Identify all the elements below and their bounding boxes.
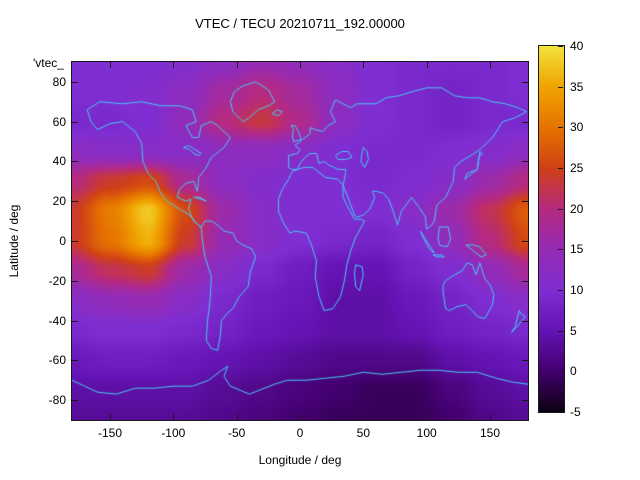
y-tick-label: -80 (48, 393, 66, 408)
colorbar-gradient (539, 46, 564, 412)
tick-mark (522, 280, 528, 282)
tick-mark (236, 414, 238, 420)
tick-mark (173, 62, 175, 68)
colorbar-tick-label: 30 (570, 120, 584, 135)
tick-mark (522, 161, 528, 163)
heatmap-plot-area (71, 61, 529, 421)
tick-mark (110, 414, 111, 420)
colorbar-tick-label: 0 (570, 364, 577, 379)
vtec-heatmap-canvas (72, 62, 528, 420)
tick-mark (72, 241, 78, 242)
tick-mark (72, 320, 78, 322)
x-tick-label: 150 (479, 426, 501, 440)
tick-mark (110, 62, 111, 68)
tick-mark (426, 414, 428, 420)
tick-mark (490, 62, 491, 68)
tick-mark (72, 81, 78, 83)
y-tick-label: 80 (52, 74, 66, 89)
x-tick-label: -150 (97, 426, 123, 440)
tick-mark (522, 201, 528, 203)
y-tick-label: 20 (52, 194, 66, 209)
tick-mark (558, 208, 563, 210)
tick-mark (72, 280, 78, 282)
x-tick-label: 100 (416, 426, 437, 440)
colorbar-tick-label: -5 (570, 405, 581, 419)
tick-mark (72, 161, 78, 163)
legend-label: 'vtec_ (33, 56, 64, 70)
x-tick-label: -50 (227, 426, 246, 440)
tick-mark (558, 86, 563, 88)
tick-mark (522, 241, 528, 242)
y-tick-label: -20 (48, 273, 66, 288)
y-tick-label: -60 (48, 353, 66, 368)
tick-mark (363, 414, 365, 420)
tick-mark (522, 320, 528, 322)
tick-mark (558, 249, 563, 251)
tick-mark (558, 371, 563, 373)
colorbar (538, 45, 565, 413)
colorbar-tick-label: 40 (570, 39, 584, 53)
y-tick-label: 0 (59, 234, 66, 248)
colorbar-tick-label: 15 (570, 242, 584, 257)
colorbar-tick-label: 10 (570, 283, 584, 297)
x-tick-label: 0 (296, 426, 304, 440)
x-tick-label: -100 (161, 426, 186, 440)
y-tick-label: -40 (48, 313, 66, 328)
tick-mark (300, 414, 301, 420)
tick-mark (72, 400, 78, 402)
x-tick-label: 50 (356, 426, 370, 440)
tick-mark (558, 330, 563, 332)
tick-mark (426, 62, 428, 68)
tick-mark (236, 62, 238, 68)
tick-mark (363, 62, 365, 68)
y-axis-label: Latitude / deg (7, 204, 21, 278)
colorbar-tick-label: 5 (570, 323, 577, 338)
tick-mark (558, 127, 563, 129)
tick-mark (490, 414, 491, 420)
tick-mark (72, 201, 78, 203)
x-axis-label: Longitude / deg (258, 453, 342, 467)
colorbar-tick-label: 35 (570, 79, 584, 94)
tick-mark (72, 121, 78, 123)
tick-mark (522, 121, 528, 123)
tick-mark (558, 168, 563, 169)
colorbar-tick-label: 20 (570, 201, 584, 216)
tick-mark (300, 62, 301, 68)
tick-mark (558, 412, 563, 413)
tick-mark (522, 81, 528, 83)
tick-mark (522, 400, 528, 402)
tick-mark (558, 46, 563, 47)
y-tick-label: 40 (52, 154, 66, 169)
chart-title: VTEC / TECU 20210711_192.00000 (195, 16, 405, 31)
y-tick-label: 60 (52, 114, 66, 129)
tick-mark (72, 360, 78, 362)
tick-mark (522, 360, 528, 362)
tick-mark (558, 290, 563, 291)
colorbar-tick-label: 25 (570, 161, 584, 175)
tick-mark (173, 414, 175, 420)
